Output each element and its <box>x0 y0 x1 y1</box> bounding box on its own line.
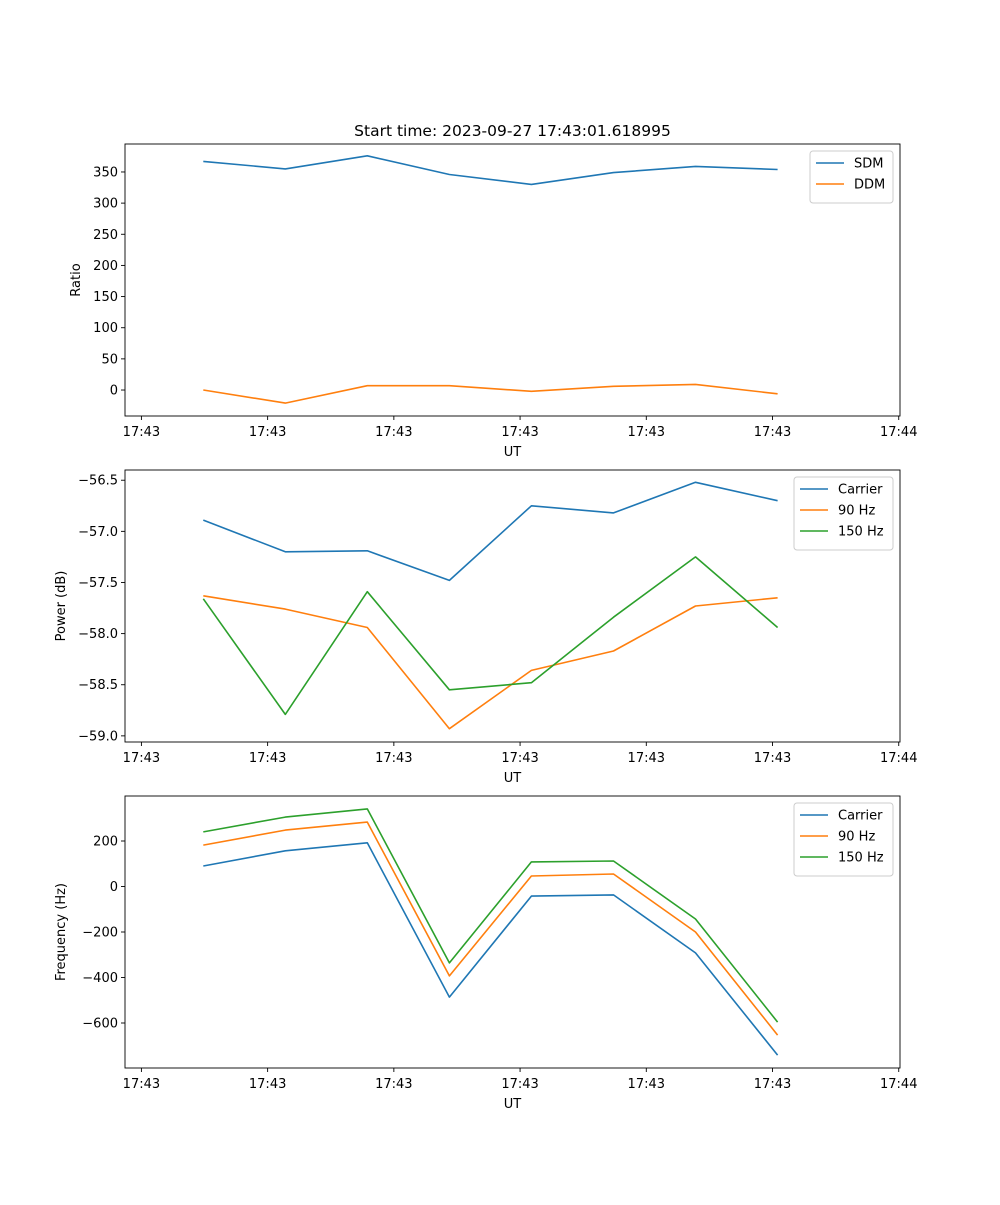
x-axis-label: UT <box>504 1097 522 1112</box>
x-tick-label: 17:43 <box>249 1077 286 1092</box>
x-tick-label: 17:43 <box>123 425 160 440</box>
y-tick-label: −58.0 <box>78 627 118 642</box>
series-line-150-hz <box>202 556 779 716</box>
x-tick-label: 17:43 <box>628 751 665 766</box>
y-tick-label: −57.0 <box>78 525 118 540</box>
subplot-2: 17:43 17:43 17:43 17:43 17:43 17:43 17:44 −59.0… <box>54 469 917 786</box>
x-tick-label: 17:43 <box>123 1077 160 1092</box>
axes-frame <box>124 469 901 743</box>
legend-label: DDM <box>854 178 885 193</box>
legend-label: SDM <box>854 157 883 172</box>
x-tick-label: 17:43 <box>249 425 286 440</box>
y-tick-label: −400 <box>82 971 118 986</box>
legend: Carrier 90 Hz 150 Hz <box>793 802 894 877</box>
series-line-90-hz <box>203 595 778 730</box>
x-tick-label: 17:43 <box>375 1077 412 1092</box>
series-line-90-hz <box>203 821 779 1036</box>
x-tick-label: 17:43 <box>501 425 538 440</box>
legend-label: 90 Hz <box>838 830 875 845</box>
series-line-sdm <box>203 155 778 186</box>
y-axis-label: Ratio <box>69 263 84 296</box>
y-tick-label: 300 <box>93 197 118 212</box>
chart-title: Start time: 2023-09-27 17:43:01.618995 <box>354 122 671 140</box>
x-tick-label: 17:43 <box>628 1077 665 1092</box>
y-tick-label: 100 <box>93 321 118 336</box>
y-tick-label: −58.5 <box>78 678 118 693</box>
x-axis-label: UT <box>504 445 522 460</box>
x-tick-label: 17:43 <box>249 751 286 766</box>
y-tick-label: −600 <box>82 1017 118 1032</box>
series-line-ddm <box>203 383 778 404</box>
y-tick-label: 50 <box>101 352 118 367</box>
y-axis-label: Power (dB) <box>54 571 69 642</box>
y-tick-label: −57.5 <box>78 576 118 591</box>
series-line-carrier <box>203 841 779 1056</box>
legend-label: 150 Hz <box>838 525 884 540</box>
x-tick-label: 17:43 <box>754 425 791 440</box>
y-tick-label: 200 <box>93 259 118 274</box>
subplot-3: 17:43 17:43 17:43 17:43 17:43 17:43 17:44 −600 −… <box>54 795 917 1112</box>
x-tick-label: 17:43 <box>754 751 791 766</box>
y-tick-label: 0 <box>110 880 118 895</box>
x-axis-label: UT <box>504 771 522 786</box>
y-tick-label: −200 <box>82 926 118 941</box>
x-tick-label: 17:44 <box>880 1077 917 1092</box>
x-tick-label: 17:44 <box>880 751 917 766</box>
legend-label: Carrier <box>838 809 883 824</box>
series-line-carrier <box>203 481 778 582</box>
legend-label: Carrier <box>838 483 883 498</box>
y-tick-label: −56.5 <box>78 474 118 489</box>
x-tick-label: 17:43 <box>375 751 412 766</box>
y-tick-label: 250 <box>93 228 118 243</box>
x-tick-label: 17:43 <box>628 425 665 440</box>
y-tick-label: 0 <box>110 384 118 399</box>
legend-box <box>809 150 894 204</box>
x-tick-label: 17:44 <box>880 425 917 440</box>
y-tick-label: −59.0 <box>78 729 118 744</box>
axes-frame <box>124 143 901 417</box>
y-axis-label: Frequency (Hz) <box>54 883 69 981</box>
y-tick-label: 350 <box>93 165 118 180</box>
legend-label: 150 Hz <box>838 851 884 866</box>
series-line-150-hz <box>203 808 779 1023</box>
subplot-1: 17:43 17:43 17:43 17:43 17:43 17:43 17:44 0 50 10… <box>69 143 917 460</box>
x-tick-label: 17:43 <box>754 1077 791 1092</box>
x-tick-label: 17:43 <box>375 425 412 440</box>
x-tick-label: 17:43 <box>501 751 538 766</box>
legend-label: 90 Hz <box>838 504 875 519</box>
y-tick-label: 200 <box>93 834 118 849</box>
y-tick-label: 150 <box>93 290 118 305</box>
legend: SDM DDM <box>809 150 894 204</box>
x-tick-label: 17:43 <box>123 751 160 766</box>
legend: Carrier 90 Hz 150 Hz <box>793 476 894 551</box>
axes-frame <box>124 795 901 1069</box>
x-tick-label: 17:43 <box>501 1077 538 1092</box>
